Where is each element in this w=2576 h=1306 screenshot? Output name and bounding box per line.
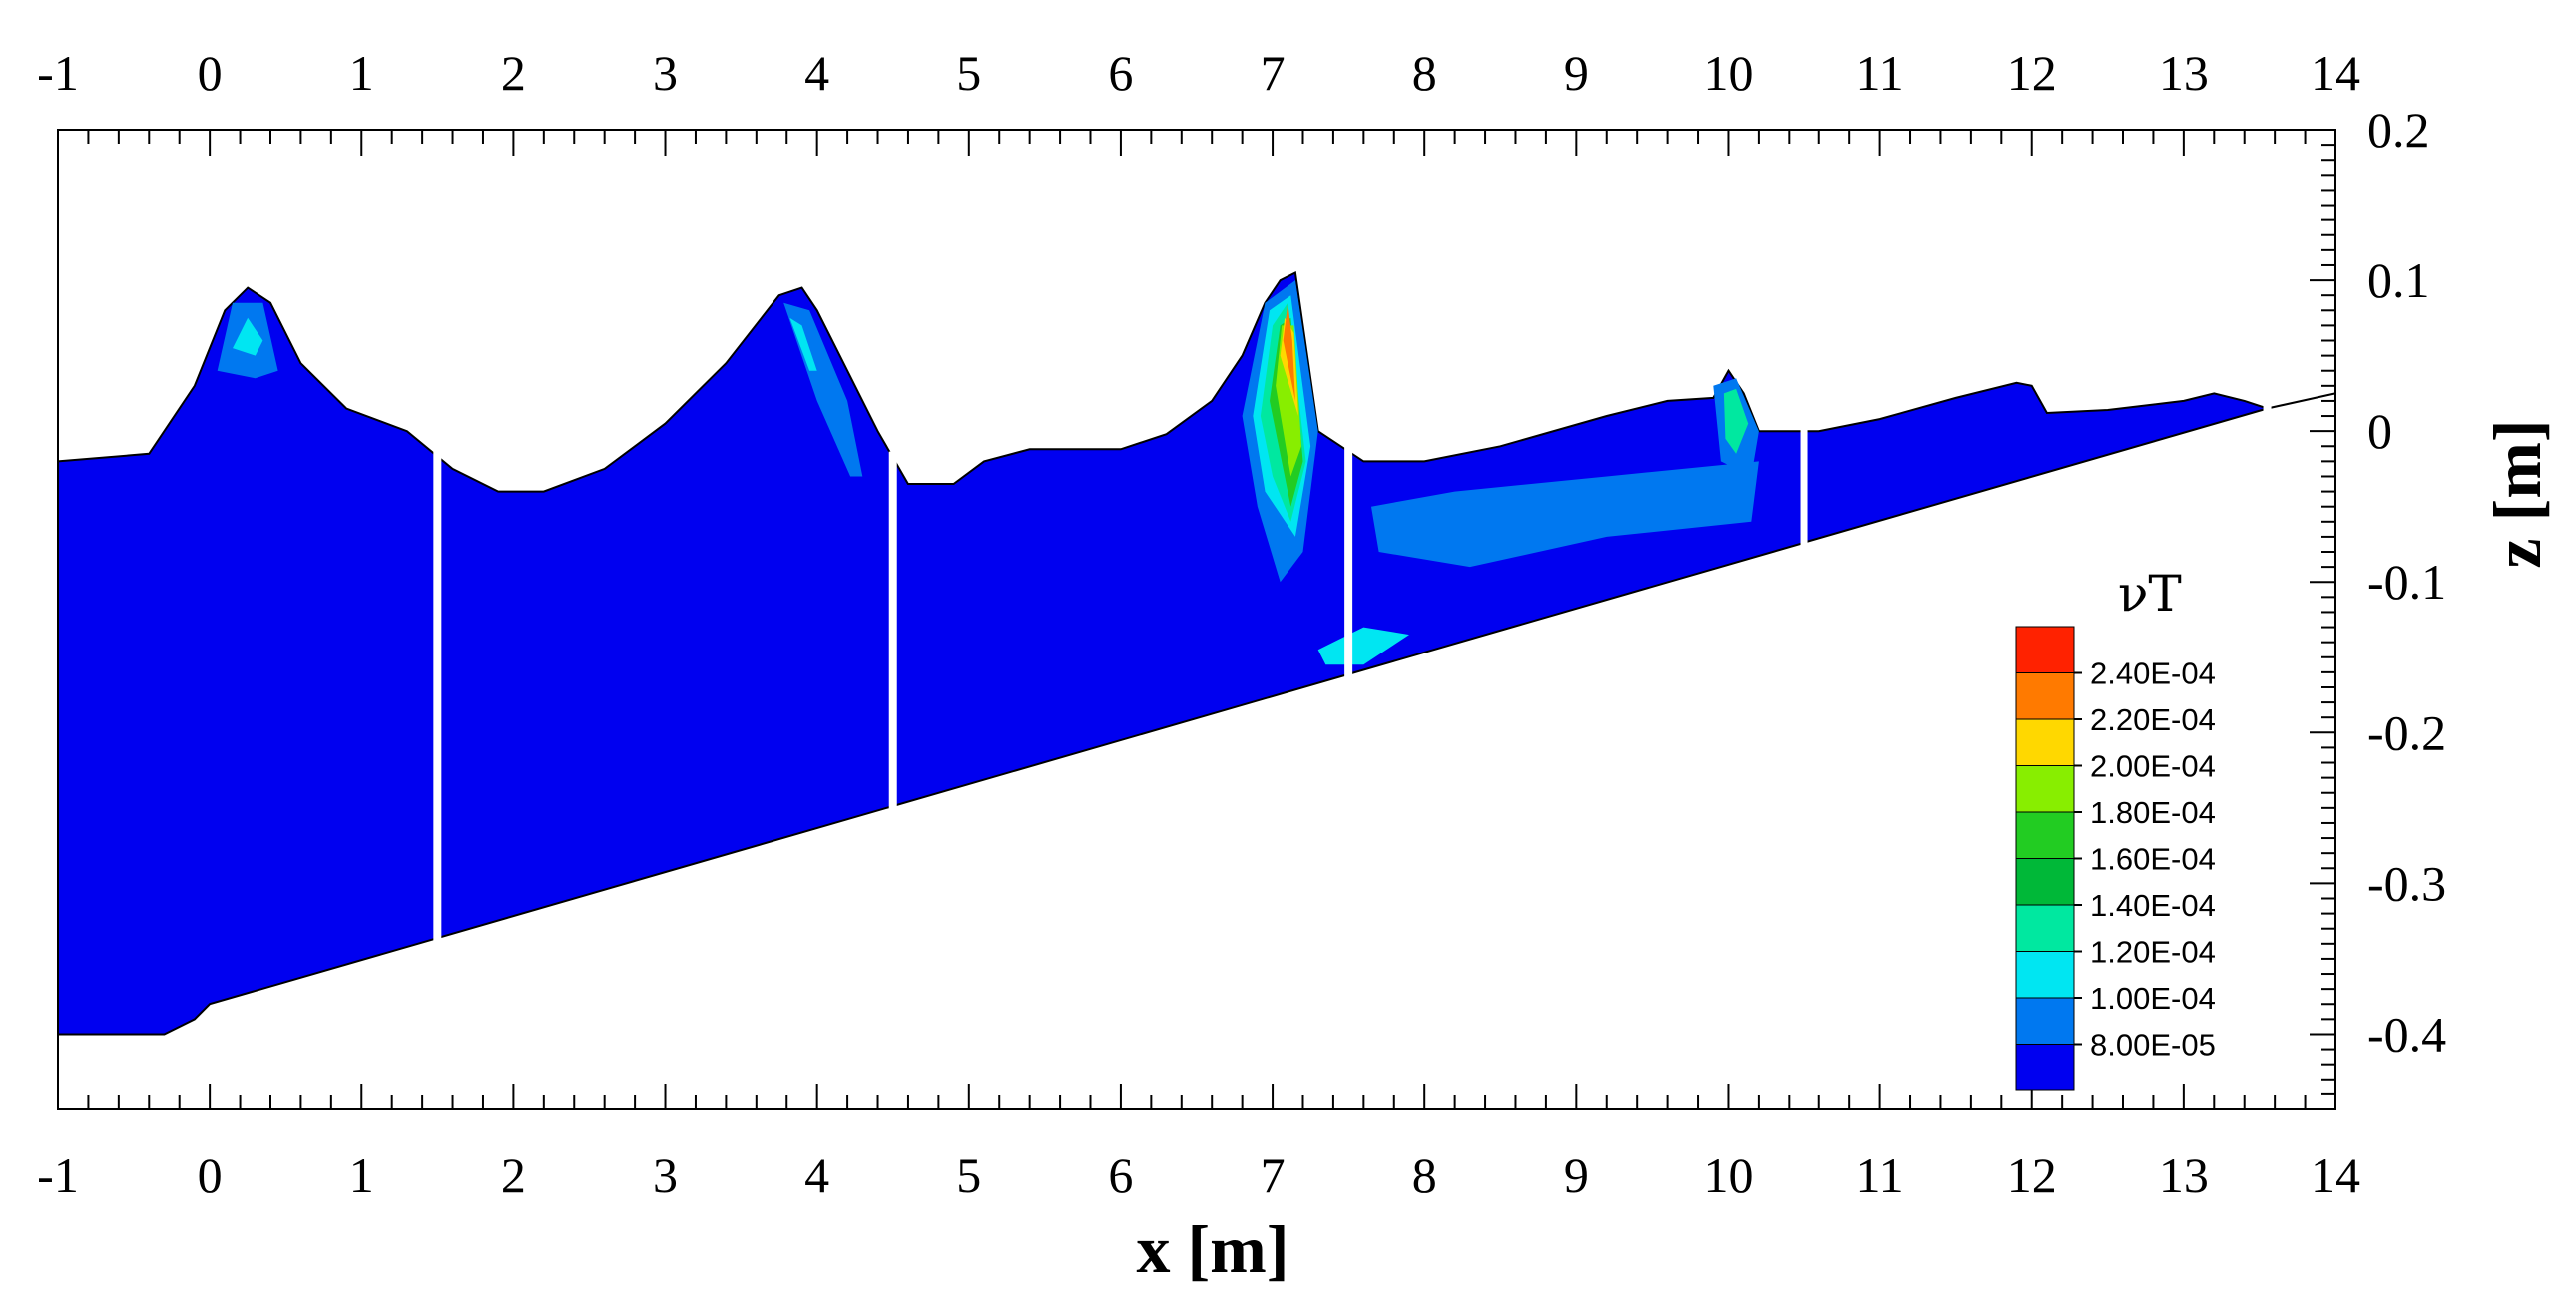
y-tick-label: -0.3 [2367, 855, 2446, 911]
contour-region [1371, 461, 1759, 568]
x-tick-labels-top: -1 0 1 2 3 4 5 6 7 8 9 10 11 12 13 14 [37, 45, 2360, 101]
legend-label: 8.00E-05 [2090, 1028, 2216, 1063]
y-tick-labels: 0.2 0.1 0 -0.1 -0.2 -0.3 -0.4 [2367, 102, 2446, 1062]
legend-label: 1.40E-04 [2090, 888, 2216, 923]
x-tick-label: 3 [653, 45, 678, 101]
legend-label: 1.00E-04 [2090, 981, 2216, 1016]
water-region [57, 270, 2336, 1036]
legend-label: 2.20E-04 [2090, 702, 2216, 737]
x-tick-labels-bottom: -1 0 1 2 3 4 5 6 7 8 9 10 11 12 13 14 [37, 1147, 2360, 1203]
x-tick-label: 8 [1412, 1147, 1437, 1203]
legend-title: νT [2118, 565, 2182, 623]
x-tick-label: 5 [956, 1147, 981, 1203]
y-tick-label: -0.4 [2367, 1006, 2446, 1062]
x-tick-label: 7 [1261, 1147, 1286, 1203]
legend-swatch [2015, 858, 2075, 906]
x-tick-label: 10 [1703, 1147, 1753, 1203]
x-tick-label: 14 [2311, 45, 2360, 101]
x-tick-label: 4 [804, 45, 829, 101]
legend-swatch [2015, 811, 2075, 859]
y-axis-title: z [m] [2479, 419, 2555, 568]
x-tick-label: 3 [653, 1147, 678, 1203]
x-tick-label: 2 [501, 45, 526, 101]
x-tick-label: 4 [804, 1147, 829, 1203]
plot-frame [57, 129, 2336, 1110]
legend: νT 2.40E-04 2.20E-04 2.00E-04 1.80E-04 1.60E… [2015, 565, 2216, 1091]
x-tick-label: 11 [1856, 45, 1904, 101]
legend-swatch [2015, 997, 2075, 1045]
legend-swatch [2015, 765, 2075, 813]
x-tick-label: 9 [1564, 45, 1589, 101]
contour-region [1317, 627, 1409, 665]
x-tick-label: 13 [2159, 1147, 2209, 1203]
x-tick-label: -1 [37, 1147, 79, 1203]
y-tick-label: 0.1 [2367, 252, 2430, 308]
x-tick-label: 14 [2311, 1147, 2360, 1203]
x-tick-label: 11 [1856, 1147, 1904, 1203]
legend-label: 1.60E-04 [2090, 842, 2216, 877]
x-tick-label: 0 [198, 1147, 223, 1203]
legend-swatch [2015, 672, 2075, 720]
x-tick-label: 13 [2159, 45, 2209, 101]
legend-swatch [2015, 1044, 2075, 1091]
x-tick-label: 0 [198, 45, 223, 101]
x-tick-label: 2 [501, 1147, 526, 1203]
x-tick-label: 7 [1261, 45, 1286, 101]
contour-region [789, 317, 817, 371]
y-tick-label: 0 [2367, 403, 2392, 459]
x-tick-label: 10 [1703, 45, 1753, 101]
contour-region [1723, 388, 1749, 454]
contour-region [1283, 302, 1295, 401]
legend-swatch [2015, 951, 2075, 999]
x-tick-label: -1 [37, 45, 79, 101]
x-tick-label: 1 [349, 45, 374, 101]
x-axis-title: x [m] [1137, 1211, 1289, 1287]
plot-area [57, 270, 2336, 1036]
legend-label: 1.80E-04 [2090, 795, 2216, 830]
x-tick-label: 9 [1564, 1147, 1589, 1203]
x-tick-label: 6 [1108, 1147, 1133, 1203]
legend-label: 1.20E-04 [2090, 935, 2216, 970]
x-tick-label: 1 [349, 1147, 374, 1203]
x-tick-label: 6 [1108, 45, 1133, 101]
y-tick-label: 0.2 [2367, 102, 2430, 158]
contour-region [233, 317, 263, 356]
legend-label: 2.40E-04 [2090, 656, 2216, 691]
y-tick-label: -0.2 [2367, 704, 2446, 760]
legend-label: 2.00E-04 [2090, 749, 2216, 784]
x-tick-label: 12 [2007, 1147, 2057, 1203]
x-tick-label: 8 [1412, 45, 1437, 101]
axes-box [57, 129, 2336, 1110]
legend-swatch [2015, 904, 2075, 952]
legend-swatch [2015, 626, 2075, 673]
legend-swatch [2015, 718, 2075, 766]
y-tick-label: -0.1 [2367, 554, 2446, 610]
x-tick-label: 5 [956, 45, 981, 101]
x-tick-label: 12 [2007, 45, 2057, 101]
